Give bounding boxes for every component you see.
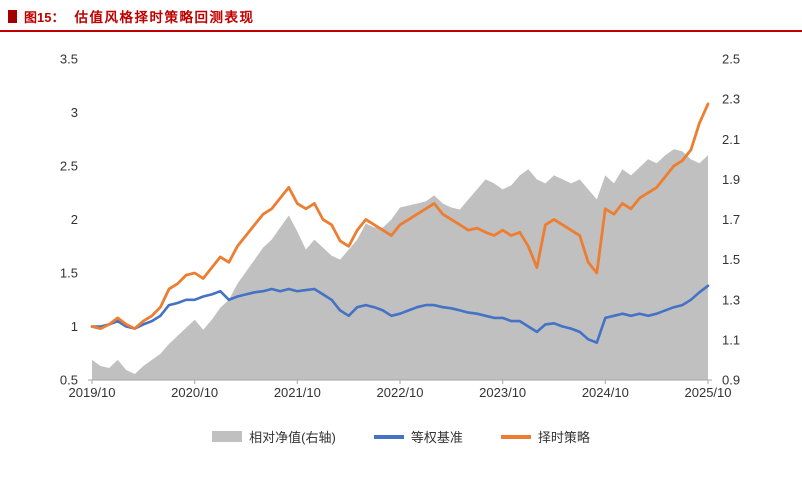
- x-tick-label: 2022/10: [377, 385, 424, 400]
- right-axis-tick-label: 2.1: [722, 132, 740, 147]
- figure-title: 估值风格择时策略回测表现: [74, 10, 255, 25]
- legend-swatch-1: [373, 434, 404, 439]
- legend-label-1: 等权基准: [410, 430, 463, 445]
- x-tick-label: 2020/10: [171, 385, 218, 400]
- series-line-2: [90, 102, 710, 331]
- right-axis-tick-label: 1.3: [722, 292, 740, 307]
- chart-area: 2019/10 2020/10 2021/10 2022/10 2023/10 2024/…: [0, 32, 802, 417]
- series-line-1: [90, 284, 710, 344]
- left-axis-tick-label: 2.5: [60, 159, 78, 174]
- header-rule: [0, 30, 802, 32]
- left-axis-tick-label: 3: [71, 105, 78, 120]
- left-axis-tick-label: 2: [71, 212, 78, 227]
- legend-item-2: 择时策略: [500, 427, 590, 446]
- chart-legend: 相对净值(右轴) 等权基准 择时策略: [0, 427, 802, 446]
- right-axis-tick-label: 2.3: [722, 92, 740, 107]
- right-axis-tick-label: 1.5: [722, 252, 740, 267]
- red-square-marker: [8, 9, 17, 23]
- legend-swatch-0: [212, 431, 243, 442]
- legend-item-1: 等权基准: [373, 427, 463, 446]
- right-axis-tick-label: 0.9: [722, 373, 740, 388]
- left-axis-tick-label: 0.5: [60, 373, 78, 388]
- right-axis-tick-label: 1.9: [722, 172, 740, 187]
- x-tick-label: 2025/10: [685, 385, 732, 400]
- x-tick-label: 2019/10: [69, 385, 116, 400]
- legend-label-0: 相对净值(右轴): [249, 430, 336, 445]
- right-axis-tick-label: 2.5: [722, 52, 740, 67]
- x-tick-label: 2021/10: [274, 385, 321, 400]
- legend-item-0: 相对净值(右轴): [212, 427, 336, 446]
- figure-header: 图15： 估值风格择时策略回测表现: [0, 0, 802, 30]
- series-area-0: [92, 149, 708, 380]
- legend-swatch-2: [500, 434, 531, 439]
- x-tick-label: 2024/10: [582, 385, 629, 400]
- figure-label: 图15：: [24, 9, 65, 25]
- left-axis-tick-label: 3.5: [60, 52, 78, 67]
- left-axis-tick-label: 1: [71, 319, 78, 334]
- left-axis-tick-label: 1.5: [60, 266, 78, 281]
- chart-canvas: 2019/10 2020/10 2021/10 2022/10 2023/10 2024/…: [60, 52, 740, 401]
- legend-label-2: 择时策略: [537, 430, 590, 445]
- right-axis-tick-label: 1.7: [722, 212, 740, 227]
- report-figure-page: 图15： 估值风格择时策略回测表现 2019/10 2020/10 2021/10 2…: [0, 0, 802, 446]
- x-tick-label: 2023/10: [479, 385, 526, 400]
- right-axis-tick-label: 1.1: [722, 332, 740, 347]
